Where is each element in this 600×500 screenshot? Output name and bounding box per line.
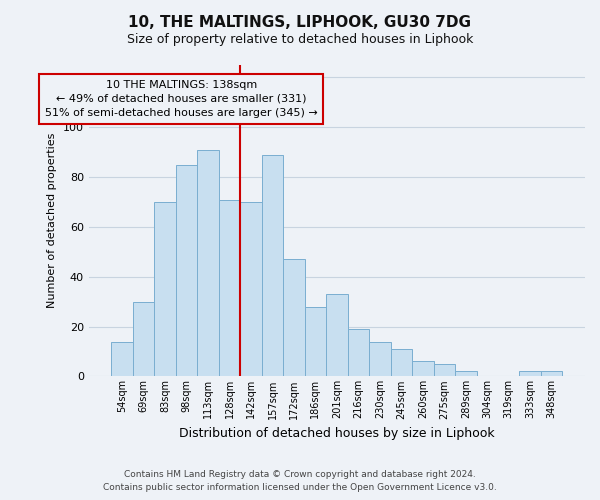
Text: Contains HM Land Registry data © Crown copyright and database right 2024.
Contai: Contains HM Land Registry data © Crown c… — [103, 470, 497, 492]
Bar — [305, 306, 326, 376]
Bar — [283, 260, 305, 376]
Bar — [112, 342, 133, 376]
Bar — [197, 150, 219, 376]
Bar — [240, 202, 262, 376]
Bar — [219, 200, 240, 376]
Text: 10, THE MALTINGS, LIPHOOK, GU30 7DG: 10, THE MALTINGS, LIPHOOK, GU30 7DG — [128, 15, 472, 30]
Bar — [412, 362, 434, 376]
Bar — [176, 164, 197, 376]
Bar — [154, 202, 176, 376]
Bar — [391, 349, 412, 376]
Text: 10 THE MALTINGS: 138sqm
← 49% of detached houses are smaller (331)
51% of semi-d: 10 THE MALTINGS: 138sqm ← 49% of detache… — [45, 80, 317, 118]
Bar — [434, 364, 455, 376]
Bar — [455, 372, 476, 376]
Bar — [347, 329, 369, 376]
Bar — [369, 342, 391, 376]
Bar — [133, 302, 154, 376]
Text: Size of property relative to detached houses in Liphook: Size of property relative to detached ho… — [127, 32, 473, 46]
Bar — [262, 154, 283, 376]
Bar — [541, 372, 562, 376]
Y-axis label: Number of detached properties: Number of detached properties — [47, 133, 57, 308]
Bar — [520, 372, 541, 376]
Bar — [326, 294, 347, 376]
X-axis label: Distribution of detached houses by size in Liphook: Distribution of detached houses by size … — [179, 427, 495, 440]
